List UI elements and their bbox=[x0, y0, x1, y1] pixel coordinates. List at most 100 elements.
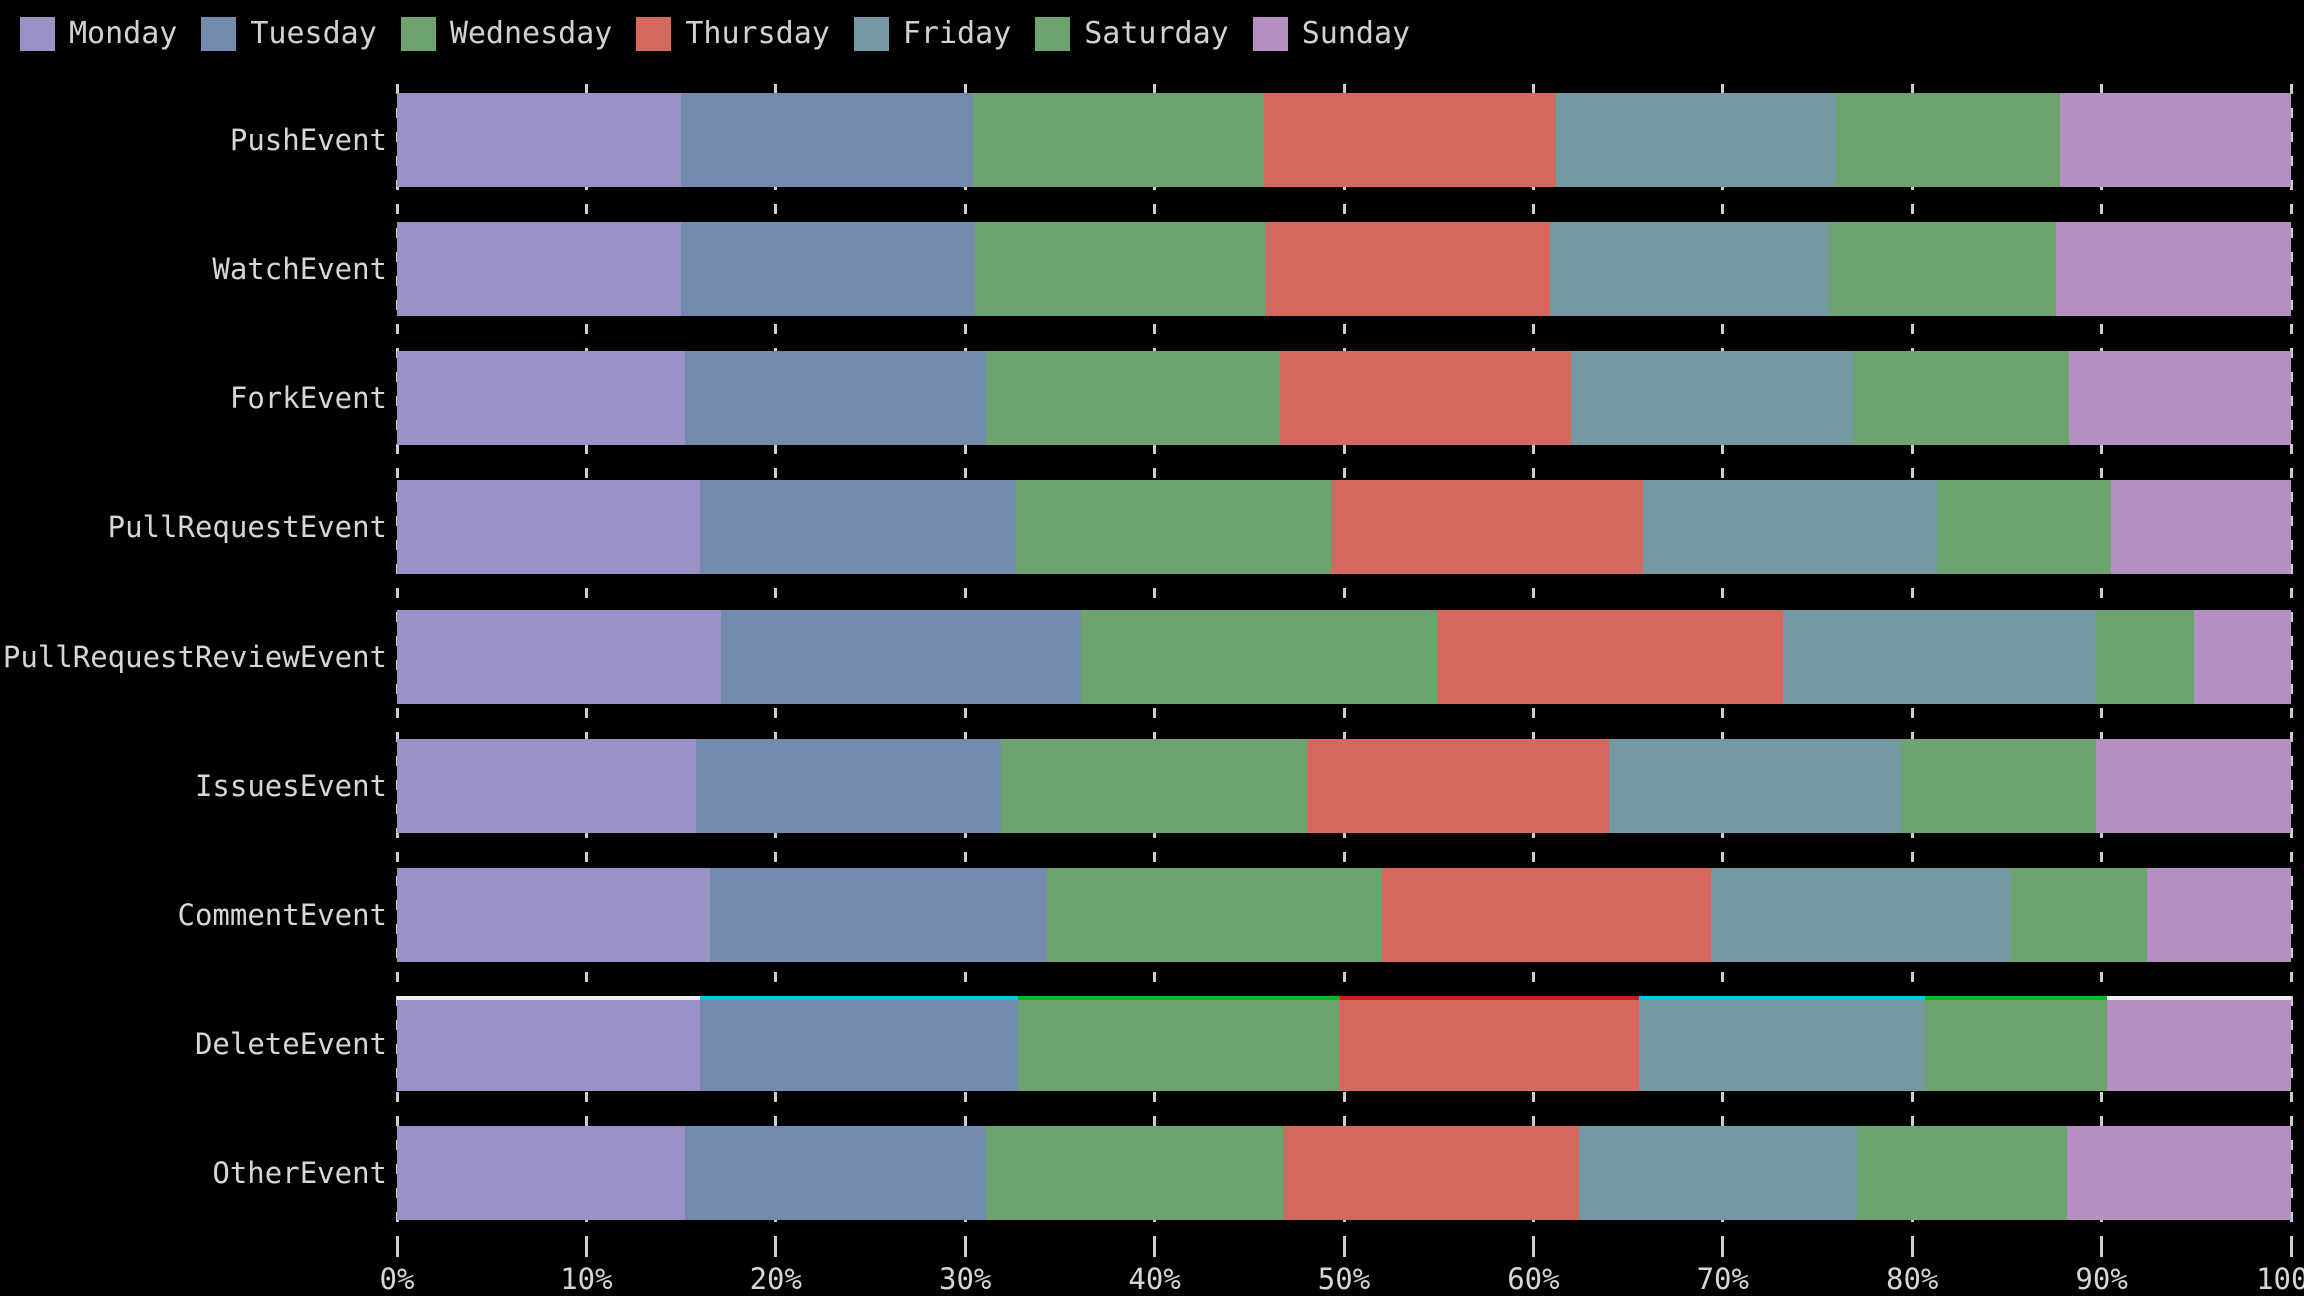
x-axis-tick bbox=[395, 1240, 399, 1257]
x-axis-tick bbox=[1721, 1240, 1725, 1257]
legend-label: Thursday bbox=[685, 16, 830, 51]
bar-segment-pullrequestevent-wednesday bbox=[1016, 480, 1331, 574]
bar-segment-forkevent-sunday bbox=[2069, 351, 2291, 445]
edge-segment-friday bbox=[1639, 996, 1926, 1000]
edge-segment-thursday bbox=[1340, 996, 1640, 1000]
x-axis-tick bbox=[963, 1240, 967, 1257]
bar-segment-otherevent-monday bbox=[397, 1126, 685, 1220]
legend-item-tuesday: Tuesday bbox=[201, 16, 377, 51]
bar-segment-forkevent-monday bbox=[397, 351, 685, 445]
x-axis-tick-label: 70% bbox=[1696, 1262, 1749, 1296]
x-axis-tick bbox=[1153, 1240, 1157, 1257]
bar-segment-pushevent-thursday bbox=[1264, 93, 1557, 187]
y-axis-label-watchevent: WatchEvent bbox=[212, 252, 387, 286]
bar-segment-issuesevent-monday bbox=[397, 739, 697, 833]
bar-segment-commentevent-monday bbox=[397, 868, 710, 962]
bar-segment-issuesevent-wednesday bbox=[1001, 739, 1308, 833]
legend-label: Saturday bbox=[1084, 16, 1229, 51]
bar-segment-otherevent-wednesday bbox=[986, 1126, 1284, 1220]
bar-segment-forkevent-tuesday bbox=[684, 351, 987, 445]
bar-row-deleteevent bbox=[397, 997, 2291, 1091]
y-axis-label-pullrequestevent: PullRequestEvent bbox=[107, 510, 387, 544]
x-axis-tick-label: 20% bbox=[749, 1262, 802, 1296]
x-axis-tick bbox=[2289, 1240, 2293, 1257]
bar-segment-pullrequestreviewevent-monday bbox=[397, 610, 721, 704]
legend-item-thursday: Thursday bbox=[636, 16, 830, 51]
x-axis-tick bbox=[774, 1240, 778, 1257]
bar-segment-watchevent-saturday bbox=[1828, 222, 2057, 316]
bar-segment-deleteevent-friday bbox=[1639, 997, 1926, 1091]
edge-segment-wednesday bbox=[1018, 996, 1341, 1000]
x-axis-tick-label: 100% bbox=[2256, 1262, 2304, 1296]
bar-segment-watchevent-sunday bbox=[2056, 222, 2291, 316]
x-axis-tick-label: 10% bbox=[560, 1262, 613, 1296]
legend-swatch-friday bbox=[853, 16, 889, 51]
edge-segment-tuesday bbox=[700, 996, 1019, 1000]
bar-segment-forkevent-wednesday bbox=[986, 351, 1280, 445]
edge-segment-sunday bbox=[2107, 996, 2291, 1000]
x-axis-tick-label: 40% bbox=[1128, 1262, 1181, 1296]
bar-segment-watchevent-friday bbox=[1550, 222, 1829, 316]
bar-segment-commentevent-tuesday bbox=[709, 868, 1047, 962]
gridline-100% bbox=[2289, 84, 2293, 1240]
bar-segment-watchevent-thursday bbox=[1266, 222, 1551, 316]
bar-segment-watchevent-monday bbox=[397, 222, 682, 316]
bar-segment-commentevent-friday bbox=[1711, 868, 2011, 962]
bar-row-pushevent bbox=[397, 93, 2291, 187]
legend-swatch-thursday bbox=[636, 16, 672, 51]
x-axis-tick-label: 60% bbox=[1507, 1262, 1560, 1296]
bar-segment-deleteevent-thursday bbox=[1340, 997, 1640, 1091]
legend-label: Sunday bbox=[1301, 16, 1411, 51]
x-axis-tick bbox=[2100, 1240, 2104, 1257]
bar-segment-pushevent-tuesday bbox=[681, 93, 973, 187]
legend-swatch-tuesday bbox=[201, 16, 237, 51]
bar-segment-pullrequestevent-saturday bbox=[1936, 480, 2112, 574]
x-axis-tick-label: 90% bbox=[2075, 1262, 2128, 1296]
bar-segment-pullrequestevent-friday bbox=[1643, 480, 1937, 574]
bar-segment-forkevent-thursday bbox=[1279, 351, 1572, 445]
bar-segment-deleteevent-tuesday bbox=[700, 997, 1019, 1091]
bar-row-commentevent bbox=[397, 868, 2291, 962]
bar-segment-commentevent-thursday bbox=[1381, 868, 1712, 962]
bar-segment-pullrequestevent-thursday bbox=[1330, 480, 1644, 574]
bar-segment-forkevent-friday bbox=[1571, 351, 1854, 445]
bar-segment-pushevent-friday bbox=[1556, 93, 1837, 187]
edge-segment-monday bbox=[397, 996, 701, 1000]
x-axis-tick bbox=[1342, 1240, 1346, 1257]
bar-segment-otherevent-saturday bbox=[1857, 1126, 2068, 1220]
legend-swatch-wednesday bbox=[400, 16, 436, 51]
legend-swatch-monday bbox=[20, 16, 55, 51]
bar-segment-pullrequestevent-sunday bbox=[2111, 480, 2291, 574]
bar-segment-pullrequestreviewevent-friday bbox=[1783, 610, 2096, 704]
bar-row-watchevent bbox=[397, 222, 2291, 316]
x-axis-tick-label: 0% bbox=[379, 1262, 415, 1296]
bar-segment-pushevent-monday bbox=[397, 93, 682, 187]
edge-segment-saturday bbox=[1925, 996, 2108, 1000]
bar-segment-deleteevent-wednesday bbox=[1018, 997, 1341, 1091]
x-axis-tick bbox=[1531, 1240, 1535, 1257]
legend-item-friday: Friday bbox=[853, 16, 1011, 51]
legend-label: Tuesday bbox=[250, 16, 377, 51]
bar-segment-issuesevent-sunday bbox=[2095, 739, 2291, 833]
bar-segment-commentevent-sunday bbox=[2147, 868, 2291, 962]
bar-segment-pullrequestreviewevent-tuesday bbox=[720, 610, 1081, 704]
bar-segment-otherevent-thursday bbox=[1283, 1126, 1579, 1220]
bar-row-issuesevent bbox=[397, 739, 2291, 833]
bar-row-pullrequestreviewevent bbox=[397, 610, 2291, 704]
bar-segment-otherevent-friday bbox=[1578, 1126, 1858, 1220]
chart-legend: Monday Tuesday Wednesday Thursday Friday Satu… bbox=[20, 16, 1410, 51]
bar-segment-pullrequestreviewevent-sunday bbox=[2194, 610, 2291, 704]
bar-segment-watchevent-tuesday bbox=[681, 222, 975, 316]
bar-segment-pullrequestevent-tuesday bbox=[700, 480, 1017, 574]
y-axis-label-commentevent: CommentEvent bbox=[177, 898, 387, 932]
bar-segment-forkevent-saturday bbox=[1853, 351, 2070, 445]
legend-item-wednesday: Wednesday bbox=[400, 16, 612, 51]
bar-segment-deleteevent-saturday bbox=[1925, 997, 2108, 1091]
bar-segment-issuesevent-thursday bbox=[1307, 739, 1610, 833]
x-axis-tick-label: 50% bbox=[1317, 1262, 1371, 1296]
bar-segment-pushevent-sunday bbox=[2059, 93, 2291, 187]
bar-segment-pullrequestreviewevent-thursday bbox=[1436, 610, 1784, 704]
bar-segment-otherevent-sunday bbox=[2067, 1126, 2291, 1220]
